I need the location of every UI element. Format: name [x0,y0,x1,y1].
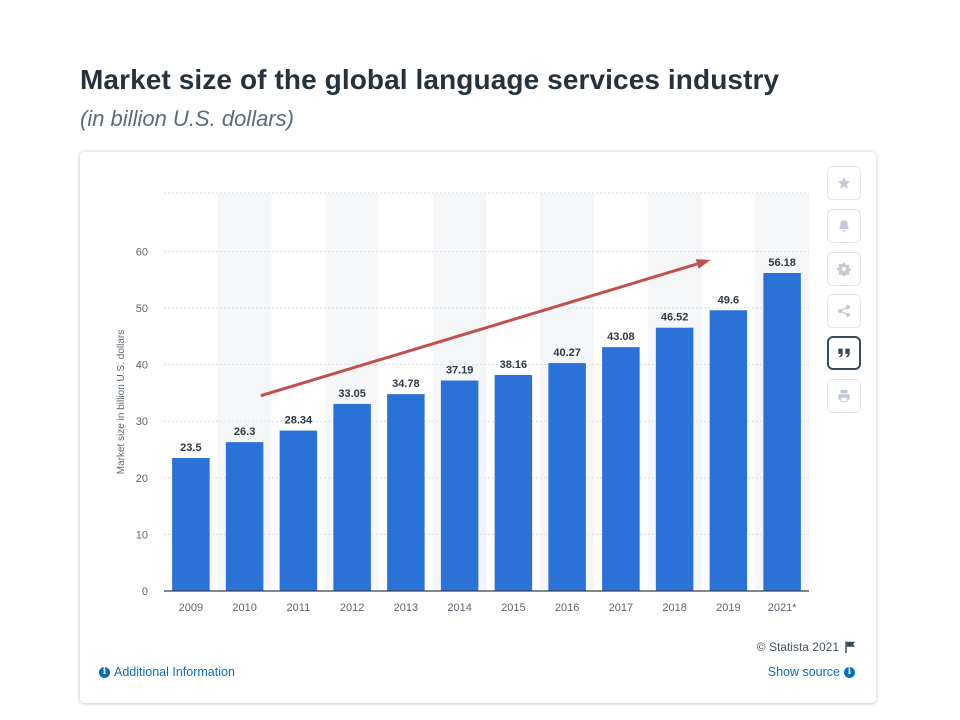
bar [655,327,694,591]
bar [494,375,533,591]
y-tick-label: 30 [136,416,148,428]
x-tick-label: 2011 [287,602,311,614]
y-tick-label: 40 [136,360,148,372]
show-source-link[interactable]: Show source i [768,665,855,679]
x-tick-label: 2016 [555,602,579,614]
settings-button[interactable] [827,252,861,286]
bar-chart: 0 10 20 30 40 50 60 Market size in billion U.S.… [116,192,809,614]
data-label: 56.18 [768,257,796,269]
data-label: 37.19 [446,365,474,377]
data-label: 33.05 [338,388,366,400]
copyright-notice: © Statista 2021 [757,640,856,654]
x-tick-label: 2010 [232,602,256,614]
printer-icon [837,389,851,403]
bar [763,273,801,591]
bar [440,380,479,591]
share-button[interactable] [827,294,861,328]
chart-title: Market size of the global language servi… [80,64,780,95]
bar [225,442,264,591]
x-tick-label: 2009 [179,602,203,614]
star-icon [837,176,851,190]
x-tick-label: 2018 [662,602,686,614]
trend-arrow-head [695,259,711,269]
info-icon: i [844,666,855,678]
bar [548,363,586,591]
data-label: 49.6 [718,294,739,306]
y-tick-label: 20 [136,473,148,485]
x-tick-label: 2019 [716,602,740,614]
cite-button[interactable] [827,336,861,370]
bell-icon [837,219,851,233]
data-label: 46.52 [661,312,689,324]
chart-card: 0 10 20 30 40 50 60 Market size in billion U.S.… [80,152,876,703]
show-source-label: Show source [767,665,840,679]
data-label: 34.78 [392,378,420,390]
alert-button[interactable] [827,209,861,243]
quote-icon [837,346,851,360]
data-label: 43.08 [607,331,635,343]
bar [279,430,318,591]
data-label: 26.3 [234,426,255,438]
y-tick-label: 0 [142,586,148,598]
data-label: 38.16 [500,359,528,371]
data-label: 23.5 [180,442,201,454]
x-tick-label: 2012 [340,602,364,614]
data-label: 40.27 [553,347,581,359]
y-tick-label: 10 [136,529,148,541]
additional-information-link[interactable]: i Additional Information [99,665,235,679]
flag-icon[interactable] [845,641,856,653]
data-label: 28.34 [285,415,313,427]
trend-arrow-line [260,262,698,398]
bar [172,457,210,591]
chart-subtitle: (in billion U.S. dollars) [80,106,294,131]
y-tick-label: 60 [136,246,148,258]
y-tick-label: 50 [136,303,148,315]
y-axis-label: Market size in billion U.S. dollars [116,330,127,475]
info-icon: i [99,666,110,678]
x-tick-label: 2014 [447,602,471,614]
additional-information-label: Additional Information [114,665,235,679]
bar [602,347,640,591]
x-tick-label: 2015 [501,602,525,614]
bar [333,403,371,591]
gear-icon [837,262,851,276]
favorite-button[interactable] [827,166,861,200]
x-tick-label: 2021* [768,602,797,614]
share-icon [837,304,851,318]
x-tick-label: 2017 [609,602,633,614]
print-button[interactable] [827,379,861,413]
bar [709,310,748,591]
bar [387,394,425,591]
x-tick-label: 2013 [394,602,418,614]
copyright-text: © Statista 2021 [756,640,839,654]
